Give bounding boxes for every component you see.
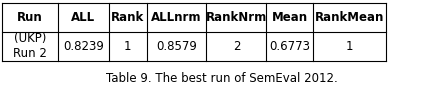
Text: Mean: Mean	[272, 11, 308, 24]
Text: Run: Run	[17, 11, 43, 24]
Text: Rank: Rank	[111, 11, 144, 24]
Text: 2: 2	[233, 40, 240, 53]
Text: ALL: ALL	[71, 11, 95, 24]
Text: (UKP)
Run 2: (UKP) Run 2	[13, 32, 47, 60]
Text: RankMean: RankMean	[315, 11, 385, 24]
Text: 1: 1	[346, 40, 353, 53]
Text: RankNrm: RankNrm	[206, 11, 267, 24]
Text: 0.6773: 0.6773	[269, 40, 310, 53]
Text: Table 9. The best run of SemEval 2012.: Table 9. The best run of SemEval 2012.	[106, 72, 338, 85]
Text: 0.8579: 0.8579	[156, 40, 197, 53]
Text: ALLnrm: ALLnrm	[151, 11, 202, 24]
Text: 0.8239: 0.8239	[63, 40, 104, 53]
Text: 1: 1	[124, 40, 131, 53]
